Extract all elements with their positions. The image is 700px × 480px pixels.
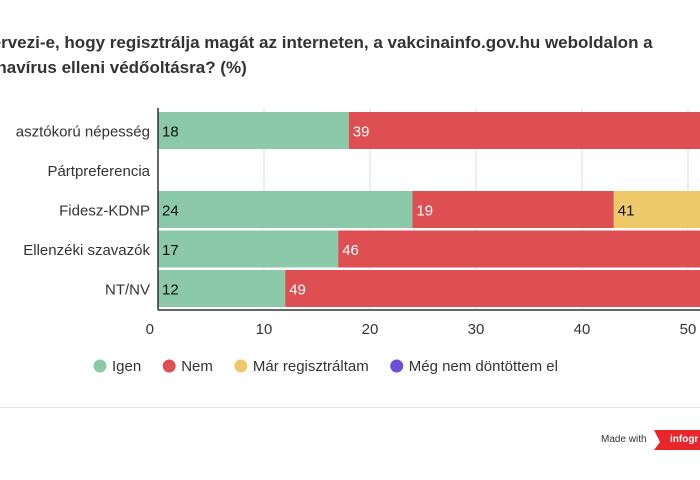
category-label: Pártpreferencia <box>47 163 150 180</box>
bar-segment <box>158 191 413 228</box>
infogram-logo[interactable]: infogr <box>654 430 700 450</box>
data-label: 41 <box>618 203 635 220</box>
x-tick-label: 20 <box>362 321 379 338</box>
footer-divider <box>0 407 700 408</box>
category-label: NT/NV <box>105 282 150 299</box>
x-tick-label: 50 <box>680 321 697 338</box>
data-label: 46 <box>342 242 359 259</box>
bar-segment <box>158 230 339 268</box>
legend-marker <box>234 359 248 373</box>
bar-segment <box>338 230 700 268</box>
legend-label: Igen <box>112 358 141 375</box>
bar-segment <box>158 112 349 149</box>
bar-segment <box>412 191 614 228</box>
legend-marker <box>390 359 404 373</box>
data-label: 18 <box>162 124 179 141</box>
bar-segment <box>158 270 286 307</box>
legend-marker <box>162 359 176 373</box>
data-label: 19 <box>416 203 433 220</box>
category-label: Ellenzéki szavazók <box>23 242 150 259</box>
legend-label: Még nem döntöttem el <box>409 358 558 375</box>
bar-segment <box>285 270 700 307</box>
category-label: Fidesz-KDNP <box>59 203 150 220</box>
x-tick-label: 30 <box>468 321 485 338</box>
x-tick-label: 10 <box>256 321 273 338</box>
data-label: 12 <box>162 282 179 299</box>
data-label: 39 <box>353 124 370 141</box>
data-label: 49 <box>289 282 306 299</box>
chart-title: tervezi-e, hogy regisztrálja magát az in… <box>0 30 700 80</box>
legend-label: Már regisztráltam <box>253 358 369 375</box>
bar-segment <box>348 112 700 149</box>
data-label: 24 <box>162 203 179 220</box>
chart-title-line-1: tervezi-e, hogy regisztrálja magát az in… <box>0 33 653 52</box>
bar-segment <box>613 191 700 228</box>
chart-title-line-2: onavírus elleni védőoltásra? (%) <box>0 58 247 77</box>
category-label: asztókorú népesség <box>16 124 150 141</box>
x-tick-label: 0 <box>146 321 154 338</box>
made-with-label: Made with <box>601 434 647 445</box>
data-label: 17 <box>162 242 179 259</box>
legend-label: Nem <box>181 358 213 375</box>
legend-marker <box>93 359 107 373</box>
x-tick-label: 40 <box>574 321 591 338</box>
